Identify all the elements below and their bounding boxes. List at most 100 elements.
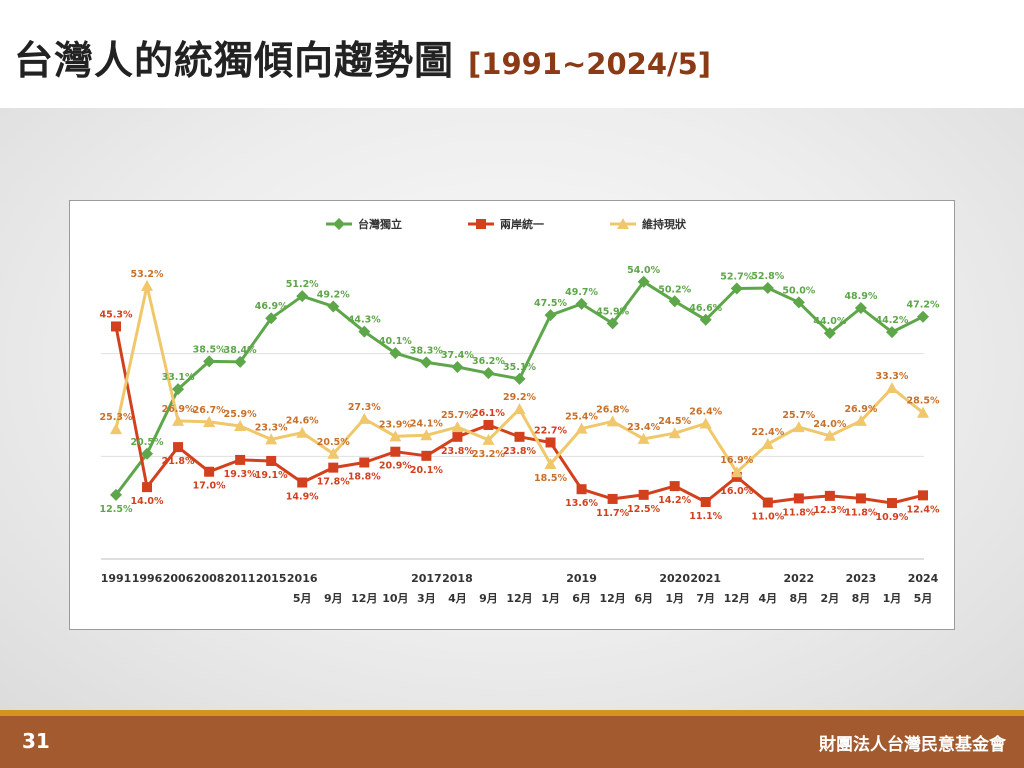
data-point-independence	[823, 327, 836, 340]
data-point-independence	[699, 313, 712, 326]
data-label-unification: 19.3%	[224, 469, 257, 480]
data-label-independence: 44.0%	[813, 316, 846, 327]
data-label-status-quo: 26.9%	[162, 404, 195, 415]
x-tick-year: 2021	[690, 572, 721, 585]
data-label-status-quo: 23.2%	[472, 449, 505, 460]
x-tick-month: 9月	[479, 592, 498, 605]
data-label-independence: 38.3%	[410, 345, 443, 356]
data-label-unification: 23.8%	[503, 446, 536, 457]
x-tick-month: 12月	[506, 592, 532, 605]
data-point-independence	[234, 355, 247, 368]
title-bar: 台灣人的統獨傾向趨勢圖 [1991~2024/5]	[0, 0, 1024, 108]
data-label-independence: 48.9%	[844, 291, 877, 302]
data-point-unification	[545, 437, 556, 448]
data-point-independence	[110, 488, 122, 501]
data-label-unification: 23.8%	[441, 446, 474, 457]
data-point-independence	[668, 295, 681, 308]
data-point-status-quo	[110, 423, 122, 435]
page-number: 31	[22, 729, 50, 753]
data-point-status-quo	[854, 414, 867, 426]
data-label-status-quo: 23.9%	[379, 419, 412, 430]
data-point-unification	[111, 321, 121, 332]
data-point-independence	[513, 372, 526, 385]
data-label-status-quo: 27.3%	[348, 402, 381, 413]
x-tick-month: 12月	[351, 592, 377, 605]
data-point-unification	[266, 455, 277, 466]
data-label-status-quo: 26.8%	[596, 404, 629, 415]
data-label-status-quo: 16.9%	[720, 455, 753, 466]
data-point-unification	[173, 442, 184, 453]
data-point-status-quo	[389, 430, 402, 442]
data-label-independence: 49.2%	[317, 289, 350, 300]
data-label-status-quo: 24.5%	[658, 416, 691, 427]
data-point-unification	[576, 484, 587, 495]
data-label-unification: 19.1%	[255, 470, 288, 481]
data-label-independence: 38.5%	[193, 344, 226, 355]
data-label-unification: 17.0%	[193, 481, 226, 492]
data-point-status-quo	[203, 415, 216, 427]
data-label-independence: 12.5%	[100, 504, 133, 515]
data-point-independence	[451, 361, 464, 374]
data-point-status-quo	[358, 412, 371, 424]
x-tick-month: 8月	[790, 592, 809, 605]
data-label-independence: 35.1%	[503, 362, 536, 373]
page-title: 台灣人的統獨傾向趨勢圖	[14, 39, 455, 84]
data-label-unification: 16.0%	[720, 486, 753, 497]
data-label-independence: 47.2%	[907, 300, 940, 311]
data-label-unification: 10.9%	[875, 512, 908, 523]
data-point-status-quo	[265, 433, 278, 445]
x-tick-month: 6月	[572, 592, 591, 605]
data-label-independence: 33.1%	[162, 372, 195, 383]
data-point-independence	[730, 282, 743, 295]
data-label-status-quo: 22.4%	[751, 427, 784, 438]
x-tick-month: 1月	[883, 592, 902, 605]
data-label-independence: 40.1%	[379, 336, 412, 347]
x-tick-year: 2008	[194, 572, 225, 585]
data-point-status-quo	[606, 415, 619, 427]
data-label-unification: 11.7%	[596, 508, 629, 519]
data-point-independence	[637, 275, 650, 288]
data-label-status-quo: 24.6%	[286, 416, 319, 427]
x-tick-month: 12月	[599, 592, 625, 605]
data-label-unification: 18.8%	[348, 471, 381, 482]
data-label-status-quo: 26.9%	[844, 404, 877, 415]
data-label-unification: 14.2%	[658, 495, 691, 506]
slide-title: 台灣人的統獨傾向趨勢圖 [1991~2024/5]	[14, 30, 711, 86]
data-label-unification: 11.1%	[689, 511, 722, 522]
data-point-independence	[885, 326, 898, 339]
data-point-status-quo	[575, 422, 588, 434]
data-label-unification: 12.4%	[907, 504, 940, 515]
data-point-status-quo	[699, 417, 712, 429]
data-label-unification: 11.8%	[782, 507, 815, 518]
data-label-independence: 50.0%	[782, 285, 815, 296]
data-label-status-quo: 25.7%	[782, 410, 815, 421]
x-tick-year: 2016	[287, 572, 318, 585]
data-point-independence	[141, 447, 154, 460]
data-point-independence	[358, 325, 371, 338]
x-tick-month: 12月	[724, 592, 750, 605]
data-point-status-quo	[885, 382, 898, 394]
data-label-status-quo: 26.4%	[689, 406, 722, 417]
data-label-status-quo: 23.3%	[255, 422, 288, 433]
legend-marker-status-quo	[617, 218, 629, 229]
x-tick-year: 2011	[225, 572, 256, 585]
data-label-independence: 50.2%	[658, 284, 691, 295]
data-point-status-quo	[420, 429, 433, 441]
data-point-unification	[359, 457, 370, 468]
legend-label-unification: 兩岸統一	[500, 217, 544, 231]
data-label-unification: 12.3%	[813, 505, 846, 516]
data-label-independence: 37.4%	[441, 350, 474, 361]
data-point-independence	[327, 300, 340, 313]
data-label-independence: 51.2%	[286, 279, 319, 290]
data-point-unification	[204, 466, 215, 477]
data-label-independence: 47.5%	[534, 298, 567, 309]
data-point-unification	[390, 446, 401, 457]
data-point-status-quo	[792, 421, 805, 433]
data-label-unification: 20.9%	[379, 461, 412, 472]
data-point-unification	[918, 490, 928, 501]
data-point-status-quo	[668, 427, 681, 439]
footer-accent-line	[0, 710, 1024, 716]
x-tick-year: 2018	[442, 572, 473, 585]
data-label-status-quo: 25.4%	[565, 412, 598, 423]
